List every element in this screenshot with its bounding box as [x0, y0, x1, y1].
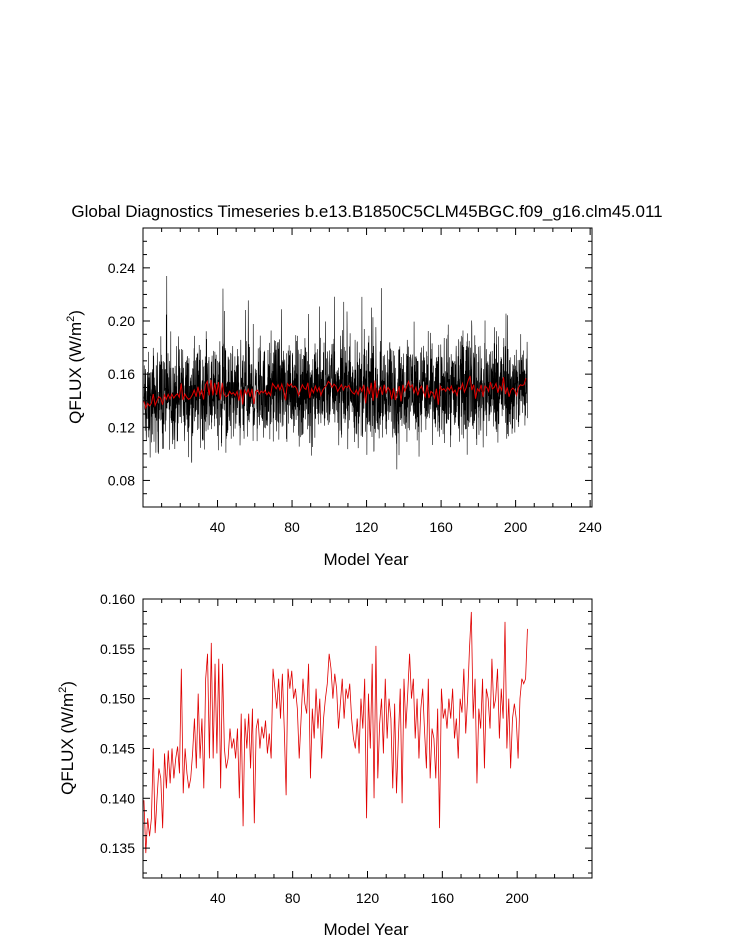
monthly-series-line — [143, 276, 528, 470]
top-xtick-label: 200 — [504, 519, 528, 535]
bottom-xtick-label: 120 — [356, 890, 380, 906]
top-ytick-label: 0.20 — [108, 313, 135, 329]
top-xtick-label: 40 — [210, 519, 226, 535]
bottom-ytick-label: 0.150 — [100, 691, 135, 707]
bottom-panel-ylabel: QFLUX (W/m2) — [57, 681, 77, 795]
bottom-panel: 40 80 120 160 200 0.135 0.140 0.145 0.150 0.155 0.… — [57, 591, 593, 939]
top-xtick-label: 240 — [578, 519, 602, 535]
bottom-panel-series — [143, 611, 528, 854]
top-ytick-label: 0.16 — [108, 366, 135, 382]
bottom-ytick-label: 0.155 — [100, 641, 135, 657]
top-ytick-label: 0.12 — [108, 419, 135, 435]
bottom-ytick-label: 0.140 — [100, 790, 135, 806]
top-panel: 40 80 120 160 200 240 0.08 0.12 0.16 0.20 0.24 Mod… — [65, 227, 602, 569]
bottom-xtick-label: 200 — [505, 890, 529, 906]
bottom-panel-xlabel: Model Year — [323, 920, 408, 939]
top-xtick-label: 80 — [284, 519, 300, 535]
top-panel-xlabel: Model Year — [323, 550, 408, 569]
top-panel-ticks: 40 80 120 160 200 240 0.08 0.12 0.16 0.20 0.24 — [108, 227, 602, 535]
bottom-ytick-label: 0.145 — [100, 740, 135, 756]
bottom-ytick-label: 0.135 — [100, 840, 135, 856]
bottom-xtick-label: 80 — [285, 890, 301, 906]
annual-series-line-bottom — [143, 611, 528, 854]
bottom-panel-ticks: 40 80 120 160 200 0.135 0.140 0.145 0.150 0.155 0.… — [100, 591, 593, 906]
bottom-xtick-label: 40 — [210, 890, 226, 906]
top-panel-frame — [142, 227, 593, 508]
top-ytick-label: 0.08 — [108, 472, 135, 488]
top-xtick-label: 160 — [429, 519, 453, 535]
top-xtick-label: 120 — [355, 519, 379, 535]
top-panel-ylabel: QFLUX (W/m2) — [65, 310, 85, 424]
bottom-ytick-label: 0.160 — [100, 591, 135, 607]
annual-series-line-top — [143, 375, 527, 410]
bottom-xtick-label: 160 — [431, 890, 455, 906]
figure-title: Global Diagnostics Timeseries b.e13.B185… — [71, 202, 662, 221]
top-panel-series — [143, 276, 528, 470]
top-ytick-label: 0.24 — [108, 260, 135, 276]
